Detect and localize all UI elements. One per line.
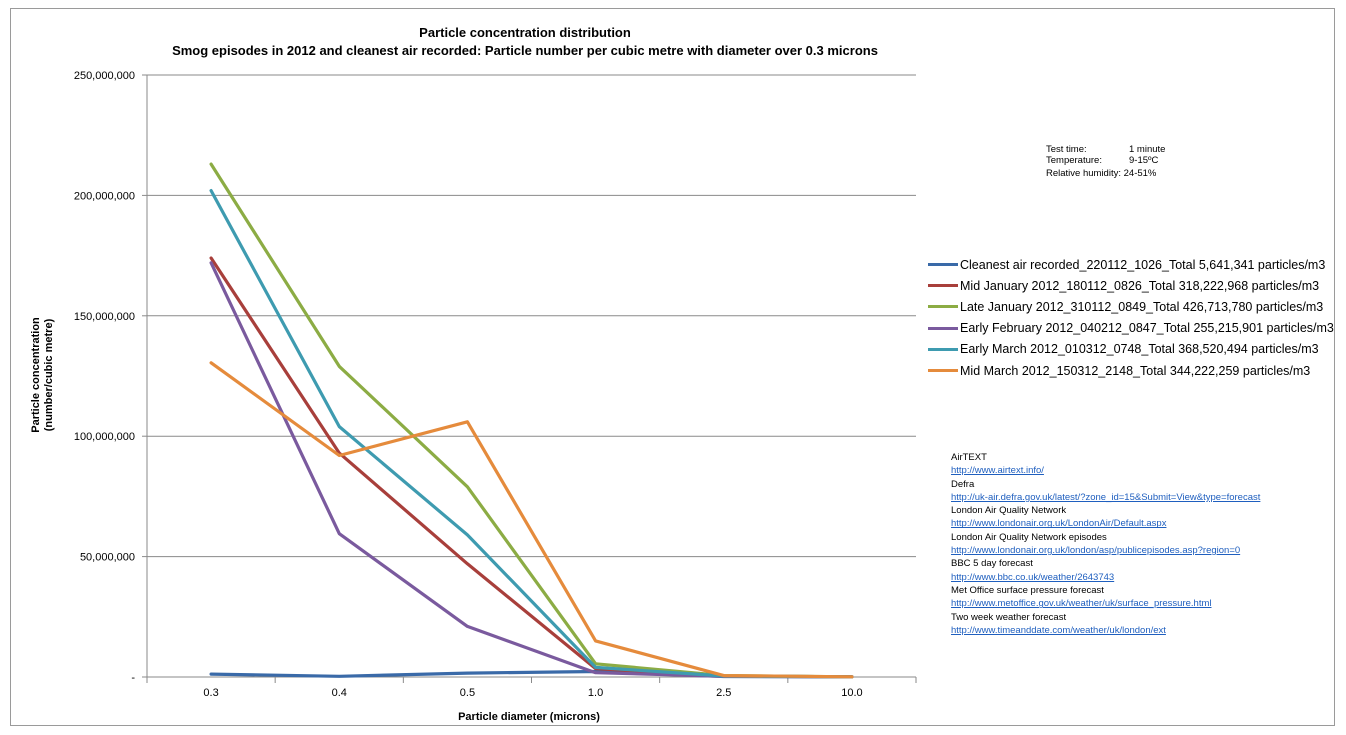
y-axis-title-line2: (number/cubic metre): [43, 318, 55, 431]
y-tick-label: 150,000,000: [74, 311, 135, 323]
link-label: BBC 5 day forecast: [951, 558, 1033, 570]
y-tick-label: 100,000,000: [74, 431, 135, 443]
link-timeanddate[interactable]: http://www.timeanddate.com/weather/uk/lo…: [951, 624, 1166, 636]
legend-label: Mid March 2012_150312_2148_Total 344,222…: [960, 363, 1311, 378]
series-line: [209, 361, 854, 679]
legend-item: Mid January 2012_180112_0826_Total 318,2…: [928, 275, 1334, 296]
legend-item: Early February 2012_040212_0847_Total 25…: [928, 318, 1334, 339]
link-defra[interactable]: http://uk-air.defra.gov.uk/latest/?zone_…: [951, 491, 1261, 503]
gridlines: [147, 74, 916, 558]
condition-value: 9-15ºC: [1129, 155, 1159, 166]
legend-swatch: [928, 284, 958, 288]
legend-label: Early February 2012_040212_0847_Total 25…: [960, 321, 1334, 336]
legend-item: Early March 2012_010312_0748_Total 368,5…: [928, 339, 1334, 360]
link-bbc-forecast[interactable]: http://www.bbc.co.uk/weather/2643743: [951, 571, 1115, 583]
reference-links: AirTEXT http://www.airtext.info/ Defra h…: [951, 451, 1260, 637]
legend-label: Early March 2012_010312_0748_Total 368,5…: [960, 342, 1319, 357]
condition-row: Temperature: 9-15ºC: [1046, 155, 1165, 166]
x-axis-title: Particle diameter (microns): [458, 711, 600, 723]
legend-item: Mid March 2012_150312_2148_Total 344,222…: [928, 360, 1334, 381]
link-met-office[interactable]: http://www.metoffice.gov.uk/weather/uk/s…: [951, 598, 1212, 610]
y-tick-label: 250,000,000: [74, 70, 135, 82]
x-tick-label: 0.3: [203, 687, 218, 699]
link-london-air[interactable]: http://www.londonair.org.uk/LondonAir/De…: [951, 518, 1167, 530]
y-tick-label: -: [131, 672, 135, 684]
legend-swatch: [928, 305, 958, 309]
x-tick-label: 0.4: [332, 687, 347, 699]
test-conditions: Test time: 1 minute Temperature: 9-15ºC …: [1046, 144, 1165, 179]
y-axis-title: Particle concentration (number/cubic met…: [30, 317, 55, 433]
y-tick-label: 50,000,000: [80, 552, 135, 564]
legend-item: Cleanest air recorded_220112_1026_Total …: [928, 254, 1334, 275]
link-label: Two week weather forecast: [951, 611, 1067, 623]
link-london-air-episodes[interactable]: http://www.londonair.org.uk/london/asp/p…: [951, 545, 1241, 557]
legend-swatch: [928, 369, 958, 373]
condition-row: Test time: 1 minute: [1046, 144, 1165, 155]
condition-value: 1 minute: [1129, 144, 1166, 155]
x-axis-ticks: 0.3 0.4 0.5 1.0 2.5 10.0: [146, 677, 917, 699]
legend: Cleanest air recorded_220112_1026_Total …: [928, 254, 1334, 381]
y-axis-ticks: - 50,000,000 100,000,000 150,000,000 200,000…: [74, 70, 147, 684]
chart-title: Particle concentration distribution: [419, 25, 631, 40]
y-tick-label: 200,000,000: [74, 190, 135, 202]
legend-swatch: [928, 347, 958, 351]
link-label: Defra: [951, 478, 975, 490]
x-tick-label: 1.0: [588, 687, 603, 699]
y-axis-title-line1: Particle concentration: [30, 317, 42, 433]
x-tick-label: 2.5: [716, 687, 731, 699]
legend-item: Late January 2012_310112_0849_Total 426,…: [928, 296, 1334, 317]
x-tick-label: 0.5: [460, 687, 475, 699]
link-airtext[interactable]: http://www.airtext.info/: [951, 465, 1044, 477]
legend-swatch: [928, 263, 958, 267]
condition-key: Temperature:: [1046, 155, 1102, 166]
chart-subtitle: Smog episodes in 2012 and cleanest air r…: [172, 43, 878, 58]
condition-row: Relative humidity: 24-51%: [1046, 168, 1165, 179]
legend-label: Late January 2012_310112_0849_Total 426,…: [960, 299, 1324, 314]
link-label: Met Office surface pressure forecast: [951, 584, 1104, 596]
condition-value: 24-51%: [1123, 168, 1157, 179]
legend-label: Cleanest air recorded_220112_1026_Total …: [960, 257, 1326, 272]
condition-key: Test time:: [1046, 144, 1087, 155]
link-label: AirTEXT: [951, 452, 987, 463]
axes: [146, 75, 916, 678]
series-lines: [209, 162, 854, 679]
link-label: London Air Quality Network episodes: [951, 531, 1107, 543]
condition-key: Relative humidity:: [1046, 168, 1121, 179]
legend-swatch: [928, 326, 958, 330]
link-label: London Air Quality Network: [951, 505, 1067, 517]
x-tick-label: 10.0: [841, 687, 862, 699]
legend-label: Mid January 2012_180112_0826_Total 318,2…: [960, 278, 1320, 293]
chart-frame: [10, 8, 1335, 726]
